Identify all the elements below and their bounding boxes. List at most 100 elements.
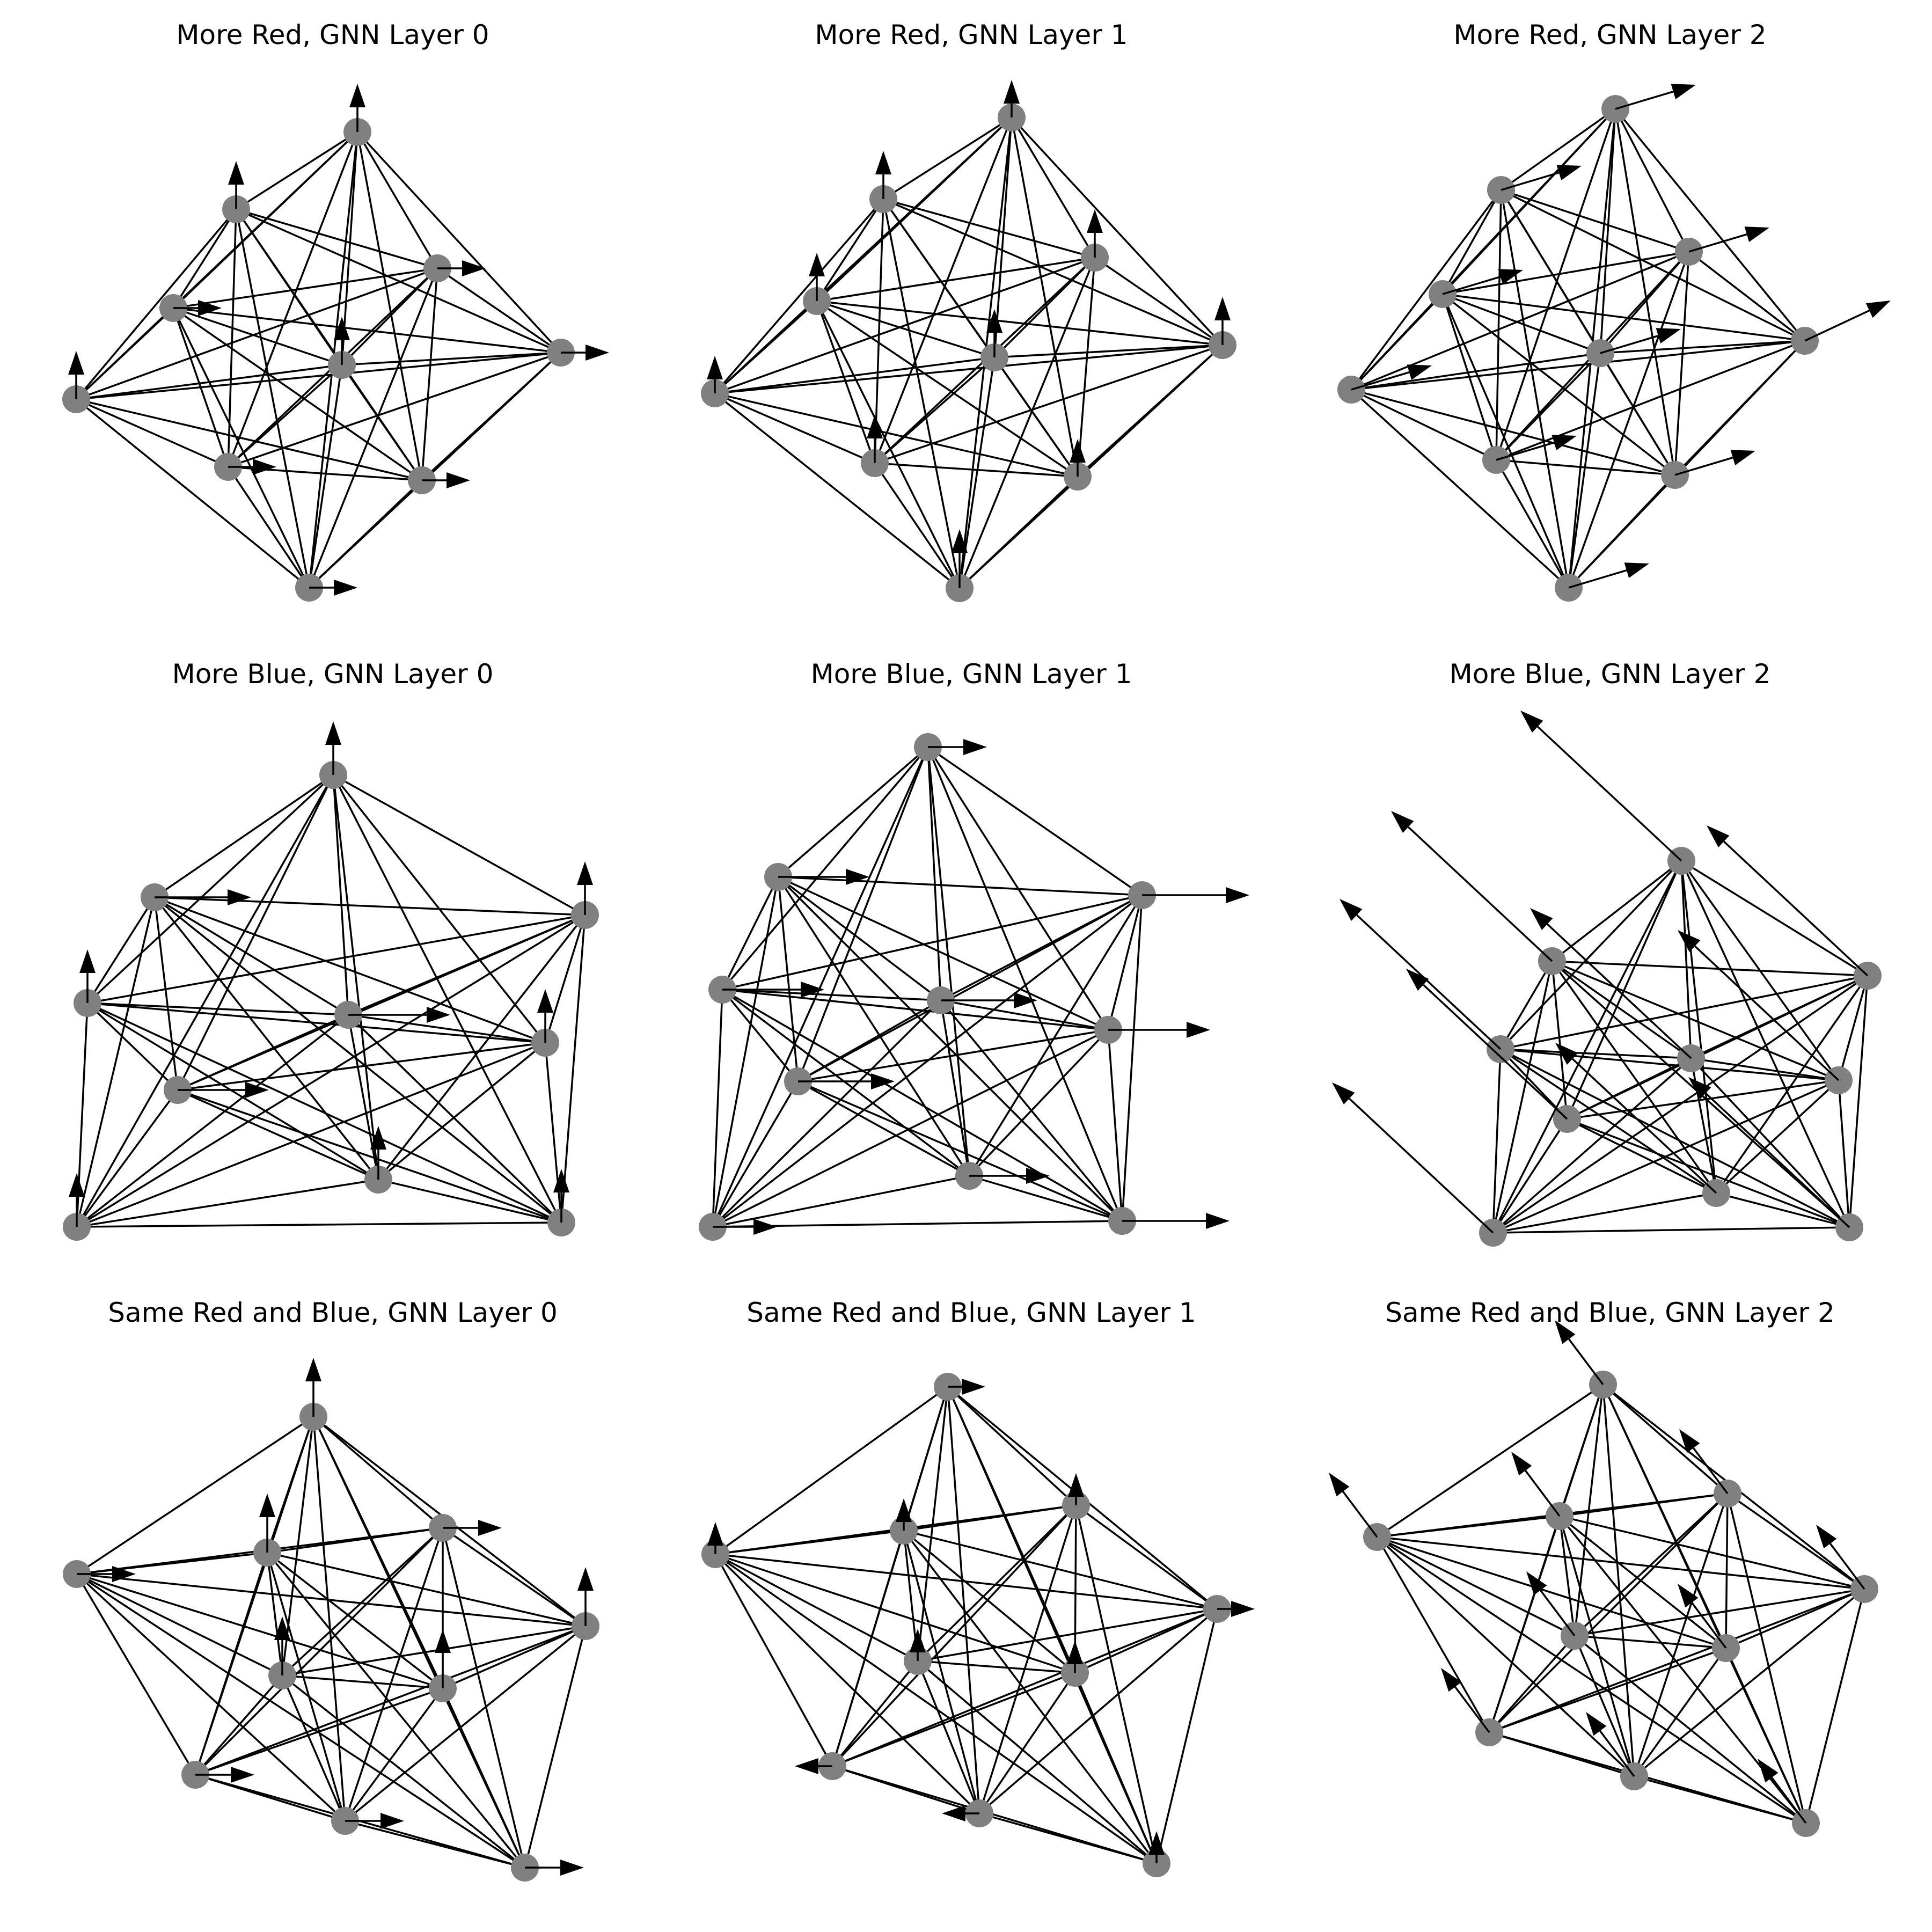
- graph-edge: [1377, 1536, 1806, 1824]
- graph-edge: [76, 1416, 314, 1575]
- arrow-head-icon: [447, 472, 470, 488]
- arrow-head-icon: [1530, 908, 1553, 930]
- arrow-shaft: [1536, 726, 1682, 862]
- arrow-head-icon: [809, 253, 825, 276]
- graph-edge: [722, 989, 1109, 1031]
- arrow-head-icon: [1758, 1759, 1779, 1783]
- graph-edge: [344, 1527, 444, 1821]
- graph-edge: [1011, 117, 1079, 477]
- arrow-head-icon: [553, 1169, 569, 1192]
- graph-edge: [777, 876, 799, 1082]
- graph-edge: [712, 1081, 799, 1227]
- graph-edge: [347, 1014, 562, 1224]
- graph-edge: [1074, 1672, 1158, 1864]
- graph-edge: [308, 268, 438, 588]
- graph-edge: [1107, 1029, 1123, 1221]
- graph-edge: [1442, 293, 1601, 354]
- graph-edge: [958, 475, 1079, 589]
- graph-edge: [874, 117, 1013, 464]
- graph-edge: [1377, 1536, 1575, 1637]
- arrow-head-icon: [1329, 1473, 1350, 1497]
- graph-edge: [1011, 116, 1224, 346]
- graph-edge: [1500, 108, 1616, 191]
- graph-edge: [883, 116, 1012, 200]
- graph-edge: [927, 746, 1143, 896]
- arrow-head-icon: [1214, 297, 1231, 320]
- arrow-shaft: [1342, 1491, 1378, 1538]
- graph-edge: [917, 1504, 1077, 1662]
- arrow-head-icon: [259, 1494, 275, 1517]
- graph-edge: [227, 364, 343, 468]
- graph-edge: [76, 398, 422, 481]
- arrow-head-icon: [586, 345, 609, 361]
- graph-edge: [76, 1574, 196, 1775]
- graph-edge: [1107, 895, 1143, 1030]
- graph-edge: [1574, 1492, 1729, 1637]
- graph-edge: [1500, 189, 1570, 588]
- graph-edge: [1495, 459, 1570, 588]
- graph-edge: [778, 876, 1143, 896]
- panel-title-more-blue-layer-0: More Blue, GNN Layer 0: [172, 658, 494, 690]
- graph-edge: [1492, 975, 1868, 1234]
- graph-edge: [715, 1553, 1075, 1674]
- arrow-head-icon: [577, 861, 593, 885]
- graph-edge: [1094, 257, 1223, 346]
- graph-edge: [76, 774, 334, 1227]
- graph-edge: [1551, 860, 1682, 962]
- graph-edge: [1492, 1226, 1850, 1234]
- graph-edge: [1350, 389, 1570, 589]
- graph-edge: [76, 1014, 349, 1228]
- graph-edge: [1442, 293, 1805, 342]
- arrow-head-icon: [1070, 439, 1086, 463]
- graph-panel: [1332, 711, 1882, 1247]
- graph-edge: [282, 1625, 586, 1677]
- graph-edge: [1441, 294, 1570, 588]
- graph-edge: [917, 1660, 1158, 1864]
- graph-edge: [266, 1552, 526, 1869]
- arrow-head-icon: [1707, 825, 1730, 847]
- graph-edge: [1500, 1048, 1717, 1194]
- arrow-head-icon: [1520, 711, 1543, 733]
- arrow-shaft: [1770, 1777, 1807, 1824]
- arrow-head-icon: [1744, 226, 1769, 243]
- graph-edge: [714, 1386, 949, 1555]
- graph-edge: [348, 1014, 546, 1044]
- graph-edge: [1552, 960, 1839, 1081]
- graph-edge: [344, 1625, 587, 1822]
- arrow-head-icon: [1656, 328, 1681, 344]
- graph-edge: [173, 307, 422, 481]
- graph-edge: [1725, 1648, 1807, 1824]
- graph-edge: [1350, 189, 1502, 391]
- arrow-head-icon: [846, 869, 869, 885]
- graph-edge: [437, 267, 561, 354]
- arrow-head-icon: [1148, 1831, 1165, 1855]
- graph-edge: [832, 1672, 1075, 1767]
- graph-edge: [377, 914, 586, 1181]
- graph-edge: [714, 356, 995, 394]
- graph-edge: [87, 1002, 546, 1044]
- graph-edge: [1500, 1048, 1839, 1081]
- graph-edge: [1552, 960, 1868, 977]
- arrow-head-icon: [942, 1805, 965, 1821]
- graph-edge: [927, 747, 942, 1001]
- graph-edge: [267, 1552, 586, 1627]
- arrow-shaft: [1615, 90, 1674, 110]
- graph-edge: [312, 1416, 346, 1821]
- arrow-shaft: [1804, 310, 1870, 342]
- arrow-head-icon: [1068, 1473, 1084, 1497]
- arrow-shaft: [1571, 1058, 1717, 1194]
- arrow-shaft: [1690, 1602, 1727, 1649]
- arrow-head-icon: [1688, 1077, 1711, 1099]
- graph-edge: [1551, 960, 1717, 1194]
- arrow-shaft: [1524, 1470, 1561, 1517]
- graph-edge: [235, 209, 310, 588]
- graph-edge: [1566, 860, 1682, 1119]
- graph-edge: [816, 257, 1095, 302]
- graph-edge: [816, 300, 995, 358]
- graph-edge: [76, 1089, 179, 1228]
- graph-edge: [1495, 108, 1616, 460]
- graph-edge: [76, 1573, 283, 1677]
- graph-edge: [1558, 1516, 1635, 1777]
- graph-edge: [831, 1660, 919, 1767]
